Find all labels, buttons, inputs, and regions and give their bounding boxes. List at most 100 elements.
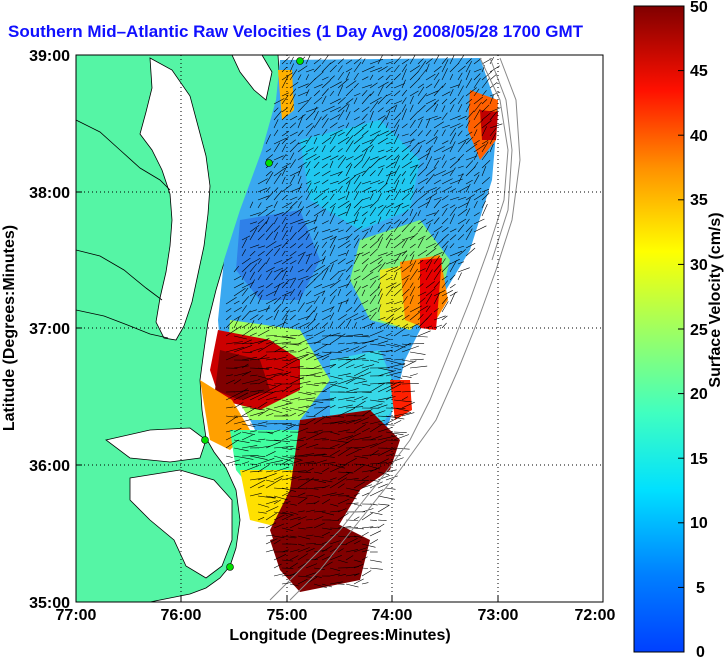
velocity-arrow xyxy=(273,572,287,577)
velocity-arrow xyxy=(273,356,287,361)
velocity-arrow xyxy=(417,268,426,273)
velocity-arrow xyxy=(289,226,293,233)
velocity-arrow xyxy=(401,390,416,393)
velocity-arrow xyxy=(265,460,284,465)
velocity-arrow xyxy=(265,549,275,553)
velocity-arrow xyxy=(417,177,429,185)
velocity-arrow xyxy=(481,104,490,113)
velocity-arrow xyxy=(457,138,470,145)
velocity-arrow xyxy=(433,315,446,321)
velocity-arrow xyxy=(377,182,388,193)
velocity-arrow xyxy=(273,244,282,249)
velocity-arrow xyxy=(361,549,370,553)
velocity-arrow xyxy=(305,264,313,273)
colorbar-tick-label: 40 xyxy=(690,128,708,145)
velocity-arrow xyxy=(417,237,424,249)
velocity-arrow xyxy=(321,527,332,530)
velocity-arrow xyxy=(241,238,248,249)
velocity-arrow xyxy=(345,181,351,193)
velocity-arrow xyxy=(273,554,287,561)
velocity-arrow xyxy=(361,492,370,497)
velocity-arrow xyxy=(281,240,289,249)
velocity-arrow xyxy=(345,279,352,289)
velocity-arrow xyxy=(465,166,476,177)
velocity-arrow xyxy=(353,72,359,81)
velocity-arrow xyxy=(473,101,482,113)
velocity-arrow xyxy=(329,321,334,329)
velocity-arrow xyxy=(297,436,307,441)
velocity-arrow xyxy=(241,235,251,241)
velocity-arrow xyxy=(361,211,368,217)
velocity-arrow xyxy=(321,467,330,473)
velocity-arrow xyxy=(425,223,431,233)
velocity-arrow xyxy=(417,162,425,169)
velocity-arrow xyxy=(377,205,387,217)
velocity-arrow xyxy=(329,534,338,537)
velocity-arrow xyxy=(257,233,265,241)
velocity-arrow xyxy=(265,383,277,387)
velocity-arrow xyxy=(241,271,247,281)
velocity-arrow xyxy=(265,209,275,217)
velocity-arrow xyxy=(401,64,408,73)
velocity-arrow xyxy=(353,380,368,385)
velocity-arrow xyxy=(417,313,424,321)
velocity-arrow xyxy=(337,176,350,185)
velocity-arrow xyxy=(345,298,349,305)
velocity-arrow xyxy=(281,359,291,362)
velocity-arrow xyxy=(233,379,242,385)
velocity-arrow xyxy=(353,465,365,473)
velocity-arrow xyxy=(297,290,302,297)
velocity-arrow xyxy=(385,81,394,89)
velocity-arrow xyxy=(297,575,312,578)
velocity-arrow xyxy=(281,511,294,516)
velocity-arrow xyxy=(345,233,353,241)
velocity-arrow xyxy=(297,478,310,481)
velocity-arrow xyxy=(329,477,337,481)
velocity-arrow xyxy=(401,161,412,169)
velocity-arrow xyxy=(289,322,300,329)
velocity-arrow xyxy=(249,389,264,393)
velocity-arrow xyxy=(289,288,295,297)
velocity-arrow xyxy=(249,411,264,417)
velocity-arrow xyxy=(321,105,335,113)
velocity-arrow xyxy=(345,555,354,561)
velocity-arrow xyxy=(329,114,341,121)
velocity-arrow xyxy=(369,503,378,506)
velocity-arrow xyxy=(361,582,369,585)
velocity-arrow xyxy=(441,204,449,209)
velocity-arrow xyxy=(345,104,350,113)
velocity-arrow xyxy=(401,223,411,233)
velocity-arrow xyxy=(281,183,292,193)
velocity-arrow xyxy=(409,343,425,345)
velocity-arrow xyxy=(425,187,437,193)
velocity-arrow xyxy=(305,135,312,145)
velocity-arrow xyxy=(321,372,331,377)
velocity-arrow xyxy=(369,74,374,81)
velocity-arrow xyxy=(337,58,345,65)
x-tick-label: 75:00 xyxy=(267,607,308,624)
velocity-arrow xyxy=(249,492,262,497)
velocity-arrow xyxy=(473,152,479,161)
velocity-arrow xyxy=(289,412,297,417)
velocity-arrow xyxy=(385,141,392,145)
velocity-arrow xyxy=(361,289,366,297)
velocity-arrow xyxy=(425,281,435,289)
velocity-arrow xyxy=(441,154,446,161)
velocity-arrow xyxy=(305,443,319,449)
velocity-arrow xyxy=(337,78,349,89)
velocity-arrow xyxy=(329,527,341,529)
velocity-arrow xyxy=(417,86,425,97)
velocity-arrow xyxy=(297,201,302,209)
velocity-arrow xyxy=(425,305,431,313)
velocity-arrow xyxy=(441,57,448,65)
velocity-arrow xyxy=(297,578,308,585)
velocity-arrow xyxy=(281,250,286,257)
velocity-arrow xyxy=(313,454,327,457)
velocity-arrow xyxy=(305,300,315,305)
velocity-arrow xyxy=(489,143,494,153)
velocity-arrow xyxy=(353,447,362,451)
chesapeake-bay xyxy=(139,57,211,341)
velocity-arrow xyxy=(385,203,395,209)
colorbar-tick-label: 0 xyxy=(696,644,705,659)
velocity-arrow xyxy=(361,567,369,569)
